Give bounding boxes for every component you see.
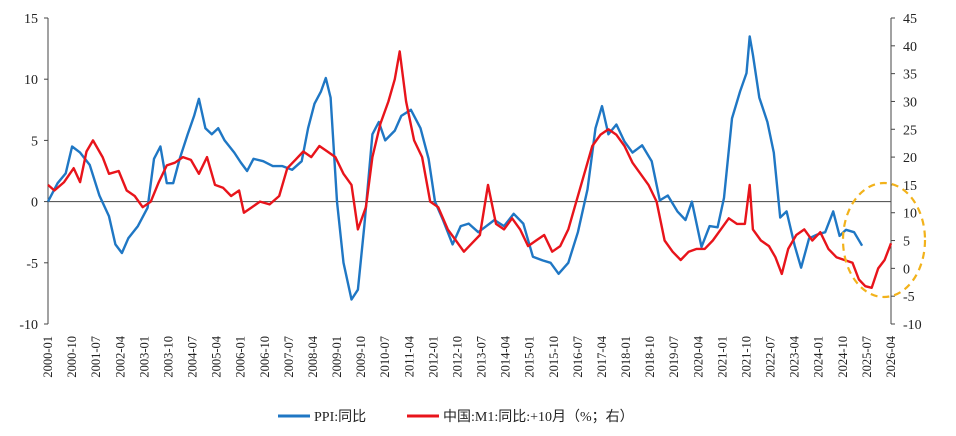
x-tick-label: 2002-04 — [113, 335, 127, 377]
x-axis: 2000-01 2000-10 2001-07 2002-04 2003-01 2003-… — [41, 201, 898, 378]
x-tick-label: 2018-10 — [643, 336, 657, 378]
right-tick-label: 30 — [903, 95, 917, 110]
x-tick-label: 2026-04 — [884, 335, 898, 377]
series-line-m1 — [47, 50, 893, 289]
x-tick-label: 2006-01 — [234, 336, 248, 378]
x-tick-label: 2018-01 — [619, 336, 633, 378]
left-tick-label: 0 — [31, 196, 38, 211]
series-line-ppi — [46, 35, 864, 301]
left-tick-label: -5 — [26, 257, 38, 272]
x-tick-label: 2023-04 — [788, 335, 802, 377]
x-tick-label: 2009-10 — [354, 336, 368, 378]
right-tick-label: 15 — [903, 179, 917, 194]
legend-label-ppi: PPI:同比 — [314, 409, 366, 425]
right-y-axis: 45 40 35 30 25 20 15 10 5 0 -5 -10 — [890, 12, 922, 333]
x-tick-label: 2015-10 — [547, 336, 561, 378]
x-tick-label: 2005-04 — [210, 335, 224, 377]
right-tick-label: 45 — [903, 12, 917, 27]
x-tick-label: 2000-10 — [65, 336, 79, 378]
left-y-axis: 15 10 5 0 -5 -10 — [19, 12, 49, 333]
right-tick-label: 0 — [903, 262, 910, 277]
x-tick-label: 2010-07 — [378, 336, 392, 378]
x-tick-label: 2006-10 — [258, 336, 272, 378]
left-tick-label: 5 — [31, 134, 38, 149]
legend-label-m1: 中国:M1:同比:+10月（%；右） — [443, 409, 634, 425]
right-tick-label: 40 — [903, 40, 917, 55]
x-tick-label: 2017-04 — [595, 335, 609, 377]
x-tick-label: 2025-07 — [860, 336, 874, 378]
right-tick-label: 5 — [903, 235, 910, 250]
x-tick-label: 2003-01 — [137, 336, 151, 378]
x-tick-label: 2001-07 — [89, 336, 103, 378]
x-tick-label: 2012-01 — [426, 336, 440, 378]
x-tick-label: 2008-04 — [306, 335, 320, 377]
right-tick-label: -5 — [903, 290, 915, 305]
x-tick-label: 2024-10 — [836, 336, 850, 378]
x-tick-label: 2021-10 — [739, 336, 753, 378]
right-tick-label: 10 — [903, 207, 917, 222]
right-tick-label: 25 — [903, 123, 917, 138]
left-tick-label: 10 — [24, 73, 38, 88]
x-tick-label: 2015-01 — [523, 336, 537, 378]
x-tick-label: 2007-07 — [282, 336, 296, 378]
highlight-circle — [841, 181, 927, 299]
x-tick-label: 2019-07 — [667, 336, 681, 378]
x-tick-label: 2014-04 — [499, 335, 513, 377]
x-tick-label: 2000-01 — [41, 336, 55, 378]
right-tick-label: 20 — [903, 151, 917, 166]
x-tick-label: 2012-10 — [450, 336, 464, 378]
x-tick-label: 2021-01 — [715, 336, 729, 378]
x-tick-label: 2024-01 — [812, 336, 826, 378]
right-tick-label: 35 — [903, 68, 917, 83]
x-tick-label: 2022-07 — [764, 336, 778, 378]
x-tick-label: 2020-04 — [691, 335, 705, 377]
x-tick-label: 2003-10 — [161, 336, 175, 378]
right-tick-label: -10 — [903, 318, 922, 333]
x-tick-label: 2011-04 — [402, 335, 416, 377]
x-tick-label: 2016-07 — [571, 336, 585, 378]
x-tick-label: 2013-07 — [475, 336, 489, 378]
x-tick-label: 2009-01 — [330, 336, 344, 378]
series-layer — [46, 35, 893, 301]
left-tick-label: 15 — [24, 12, 38, 27]
x-tick-label: 2004-07 — [186, 336, 200, 378]
legend: PPI:同比 中国:M1:同比:+10月（%；右） — [278, 409, 634, 425]
left-tick-label: -10 — [19, 318, 38, 333]
